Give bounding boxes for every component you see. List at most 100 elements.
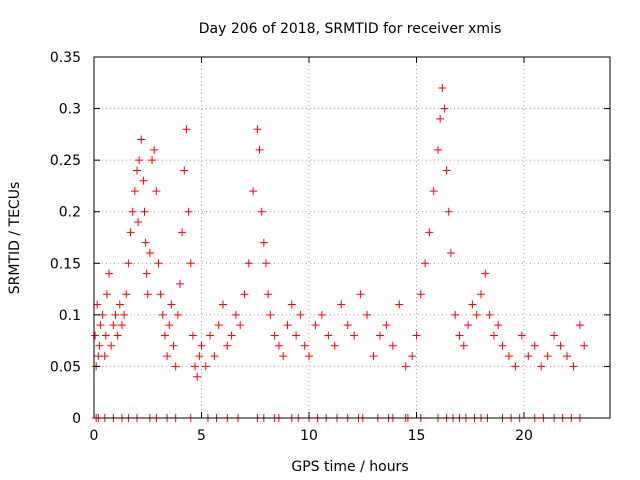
data-point: [517, 331, 526, 340]
data-point: [113, 331, 122, 340]
data-point: [350, 331, 359, 340]
data-point: [95, 341, 104, 350]
data-point: [455, 331, 464, 340]
data-point: [206, 331, 215, 340]
y-tick-label: 0.25: [50, 153, 81, 169]
data-point: [569, 362, 578, 371]
y-tick-label: 0.05: [50, 359, 81, 375]
data-point: [296, 310, 305, 319]
data-point: [169, 341, 178, 350]
data-point: [154, 259, 163, 268]
data-point: [563, 352, 571, 361]
data-point: [184, 207, 193, 216]
data-point: [451, 310, 460, 319]
data-point: [498, 341, 507, 350]
data-point: [236, 321, 245, 330]
data-point: [283, 321, 292, 330]
data-point: [107, 341, 116, 350]
data-point: [472, 310, 481, 319]
data-point: [330, 341, 339, 350]
data-point: [395, 300, 404, 309]
data-point: [311, 321, 320, 330]
data-point: [143, 290, 152, 299]
data-point: [101, 331, 110, 340]
data-point: [176, 279, 184, 288]
data-points: [91, 83, 589, 422]
data-point: [128, 207, 137, 216]
data-point: [105, 269, 114, 278]
series-SRMTID: [91, 83, 589, 381]
data-point: [156, 290, 165, 299]
data-point: [240, 290, 249, 299]
data-point: [130, 187, 139, 196]
data-point: [134, 218, 143, 227]
data-point: [388, 341, 397, 350]
data-point: [124, 259, 133, 268]
x-axis-title: GPS time / hours: [291, 459, 408, 475]
x-tick-labels: 0 5 10 15 20: [90, 428, 533, 444]
data-point: [137, 135, 146, 144]
data-point: [140, 207, 149, 216]
data-point: [191, 362, 200, 371]
data-point: [270, 331, 279, 340]
data-point: [494, 321, 503, 330]
data-point: [543, 352, 552, 361]
data-point: [369, 352, 378, 361]
data-point: [274, 341, 283, 350]
data-point: [444, 207, 453, 216]
data-point: [102, 290, 111, 299]
data-point: [292, 331, 301, 340]
y-tick-label: 0.2: [59, 205, 81, 221]
data-point: [429, 187, 438, 196]
y-tick-label: 0.15: [50, 256, 81, 272]
data-point: [401, 362, 410, 371]
data-point: [158, 310, 167, 319]
x-tick-label: 5: [197, 428, 206, 444]
data-point: [150, 145, 159, 154]
ticks: [93, 56, 610, 419]
data-point: [511, 362, 520, 371]
data-point: [126, 228, 135, 237]
data-point: [201, 362, 210, 371]
y-tick-label: 0.3: [59, 102, 81, 118]
plot-frame: [93, 56, 611, 419]
data-point: [96, 321, 105, 330]
data-point: [160, 331, 169, 340]
data-point: [446, 248, 455, 257]
data-point: [305, 352, 313, 361]
data-point: [231, 310, 240, 319]
data-point: [93, 300, 102, 309]
data-point: [244, 259, 253, 268]
data-point: [91, 331, 100, 340]
data-point: [464, 321, 473, 330]
data-point: [382, 321, 391, 330]
data-point: [436, 114, 445, 123]
data-point: [421, 259, 430, 268]
data-point: [122, 290, 131, 299]
data-point: [262, 259, 270, 268]
data-point: [259, 238, 268, 247]
data-point: [219, 300, 227, 309]
data-point: [324, 331, 333, 340]
data-point: [337, 300, 346, 309]
data-point: [178, 228, 187, 237]
data-point: [182, 125, 191, 134]
x-tick-label: 10: [300, 428, 318, 444]
y-tick-label: 0.1: [59, 308, 81, 324]
data-point: [115, 300, 124, 309]
y-tick-label: 0.35: [50, 50, 81, 66]
x-tick-label: 15: [408, 428, 426, 444]
data-point: [468, 300, 477, 309]
data-point: [255, 145, 264, 154]
data-point: [223, 341, 232, 350]
y-tick-label: 0: [72, 411, 81, 427]
data-point: [317, 310, 326, 319]
data-point: [152, 187, 161, 196]
data-point: [524, 352, 533, 361]
data-point: [249, 187, 258, 196]
data-point: [253, 125, 262, 134]
data-point: [117, 321, 126, 330]
data-point: [556, 341, 565, 350]
data-point: [188, 331, 197, 340]
